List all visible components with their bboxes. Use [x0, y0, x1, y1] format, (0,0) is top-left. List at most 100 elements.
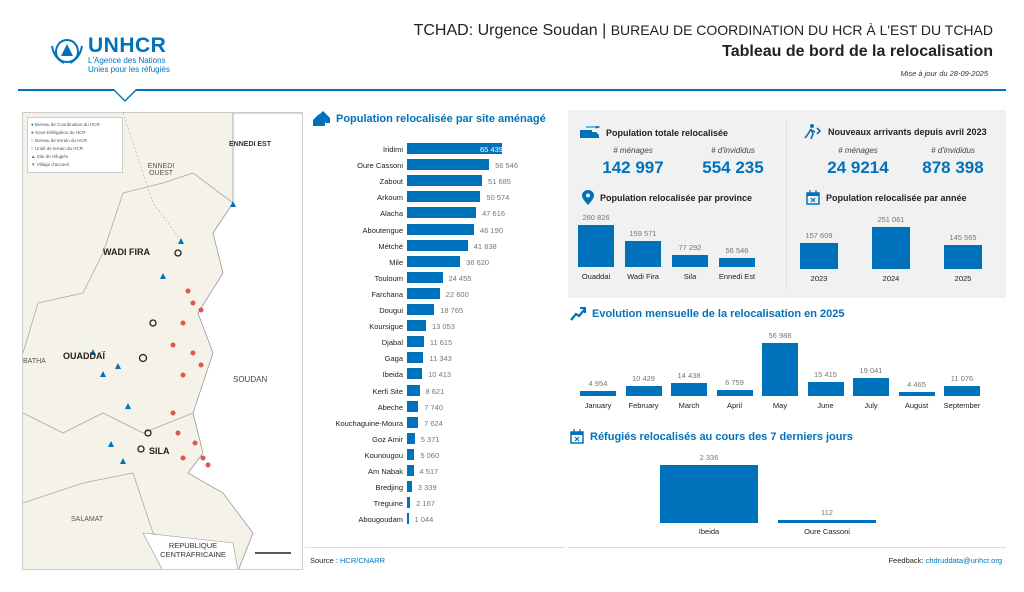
bar-value: 51 685	[488, 177, 511, 187]
bar-value: 157 609	[805, 230, 833, 240]
map-region-label: ENNEDI OUEST	[147, 163, 175, 177]
page-title: TCHAD: Urgence Soudan | BUREAU DE COORDI…	[413, 22, 993, 39]
bar-label: Alacha	[380, 209, 403, 219]
bar-category: March	[678, 401, 700, 410]
bar-value: 3 339	[417, 483, 437, 493]
bar-value: 41 838	[473, 241, 497, 251]
bar-label: Kerfi Site	[372, 386, 403, 396]
bar-value: 14 438	[677, 370, 701, 380]
map-shapes	[23, 113, 302, 569]
bar	[407, 465, 414, 476]
header-notch-inner	[114, 89, 136, 100]
bar-category: Ibeida	[698, 527, 720, 536]
bar	[407, 384, 420, 396]
bar-label: Am Nabak	[367, 467, 403, 476]
bar-value: 36 620	[466, 257, 490, 267]
bar-label: Ibeida	[382, 370, 403, 380]
bar	[625, 386, 662, 396]
total-relocated-title: Population totale relocalisée	[580, 126, 728, 140]
bar-label: Iridimi	[383, 145, 403, 154]
bar	[407, 320, 426, 332]
bar-category: Ennedi Est	[718, 272, 756, 281]
arrivals-menages-value: 24 9214	[827, 158, 889, 177]
kpi-label: # d'invididus	[711, 146, 755, 155]
bar	[872, 227, 910, 269]
summary-panel: Population totale relocalisée # ménages …	[568, 110, 1006, 298]
bar-category: Sila	[683, 272, 697, 281]
bar	[407, 191, 481, 203]
bar-value: 2 336	[699, 453, 719, 462]
bar	[672, 254, 708, 267]
bar-label: Kounougou	[364, 450, 403, 460]
sites-bar-chart: Iridimi 65 439 Oure Cassoni 56 546 Zabout 51 …	[310, 140, 560, 535]
bar-label: Aboutengue	[362, 225, 403, 235]
houses-icon	[313, 111, 330, 126]
bar-value: 5 371	[420, 434, 440, 444]
bar	[407, 432, 415, 444]
trend-up-icon	[570, 307, 586, 321]
bar-category: January	[584, 401, 612, 410]
weekly-chart-title: Réfugiés relocalisés au cours des 7 dern…	[570, 429, 853, 444]
map-region-label: REPUBLIQUE CENTRAFRICAINE	[160, 541, 226, 559]
bar-label: Mile	[389, 257, 403, 267]
bar	[407, 159, 490, 171]
bar-value: 260 826	[582, 213, 610, 222]
bar-value: 159 571	[629, 229, 657, 239]
bar-value: 11 076	[950, 373, 974, 383]
bar-label: Abougoudam	[358, 515, 403, 525]
bar-value: 65 439	[480, 145, 503, 154]
bar	[719, 257, 755, 267]
kpi-label: # d'invididus	[931, 146, 975, 155]
bar	[660, 465, 758, 523]
feedback-email-link[interactable]: chdruddata@unhcr.org	[925, 556, 1002, 565]
bar-label: Gaga	[384, 354, 403, 364]
bar	[407, 448, 415, 460]
bar	[407, 175, 483, 187]
bar-value: 11 615	[429, 338, 453, 348]
bar-label: Zabout	[379, 177, 403, 187]
bar	[778, 520, 876, 523]
source-link[interactable]: HCR/CNARR	[340, 556, 386, 565]
logo-subtitle: Unies pour les réfugiés	[88, 65, 170, 74]
bar-value: 56 546	[725, 245, 749, 255]
bar-value: 2 167	[416, 499, 435, 509]
bar-category: July	[864, 401, 878, 410]
unhcr-emblem-icon	[51, 38, 83, 64]
bar-value: 6 759	[725, 377, 744, 387]
calendar-icon	[570, 429, 584, 444]
bar-category: June	[817, 401, 834, 410]
weekly-bar-chart: 2 336 Ibeida 112 Oure Cassoni	[660, 448, 910, 540]
bar-label: Dougui	[379, 306, 403, 315]
source-note: Source : HCR/CNARR	[310, 556, 386, 565]
bar	[407, 416, 419, 428]
bar-label: Goz Amir	[372, 434, 403, 444]
bar-value: 47 616	[482, 209, 506, 219]
bar-value: 56 546	[495, 161, 519, 171]
bar-label: Djabal	[381, 338, 403, 348]
bar	[671, 382, 707, 396]
bar-value: 77 292	[678, 242, 702, 252]
year-bar-chart: 157 609 2023 251 061 2024 145 565 2025	[800, 210, 1000, 290]
bar	[944, 385, 980, 396]
bar-value: 10 429	[632, 374, 655, 384]
bar-category: 2023	[810, 274, 828, 283]
bar	[407, 368, 423, 380]
bar	[853, 378, 889, 396]
bar-value: 18 765	[440, 306, 464, 315]
bar-value: 5 060	[420, 450, 440, 460]
bar	[407, 336, 424, 348]
divider	[568, 547, 1006, 548]
bar	[407, 239, 468, 251]
bar-value: 46 190	[480, 225, 503, 235]
sites-chart-title: Population relocalisée par site aménagé	[312, 111, 546, 127]
map-region-label: SILA	[149, 446, 170, 456]
kpi-label: # ménages	[838, 146, 878, 155]
map-region-label: ENNEDI EST	[229, 141, 272, 148]
arrivals-title: Nouveaux arrivants depuis avril 2023	[804, 124, 987, 140]
bar-label: Koursigue	[369, 322, 403, 332]
logo-subtitle: L'Agence des Nations	[88, 56, 166, 65]
bar	[944, 244, 982, 269]
bar-category: 2024	[882, 274, 900, 283]
bar-value: 4 465	[907, 379, 926, 389]
bar	[407, 352, 424, 364]
